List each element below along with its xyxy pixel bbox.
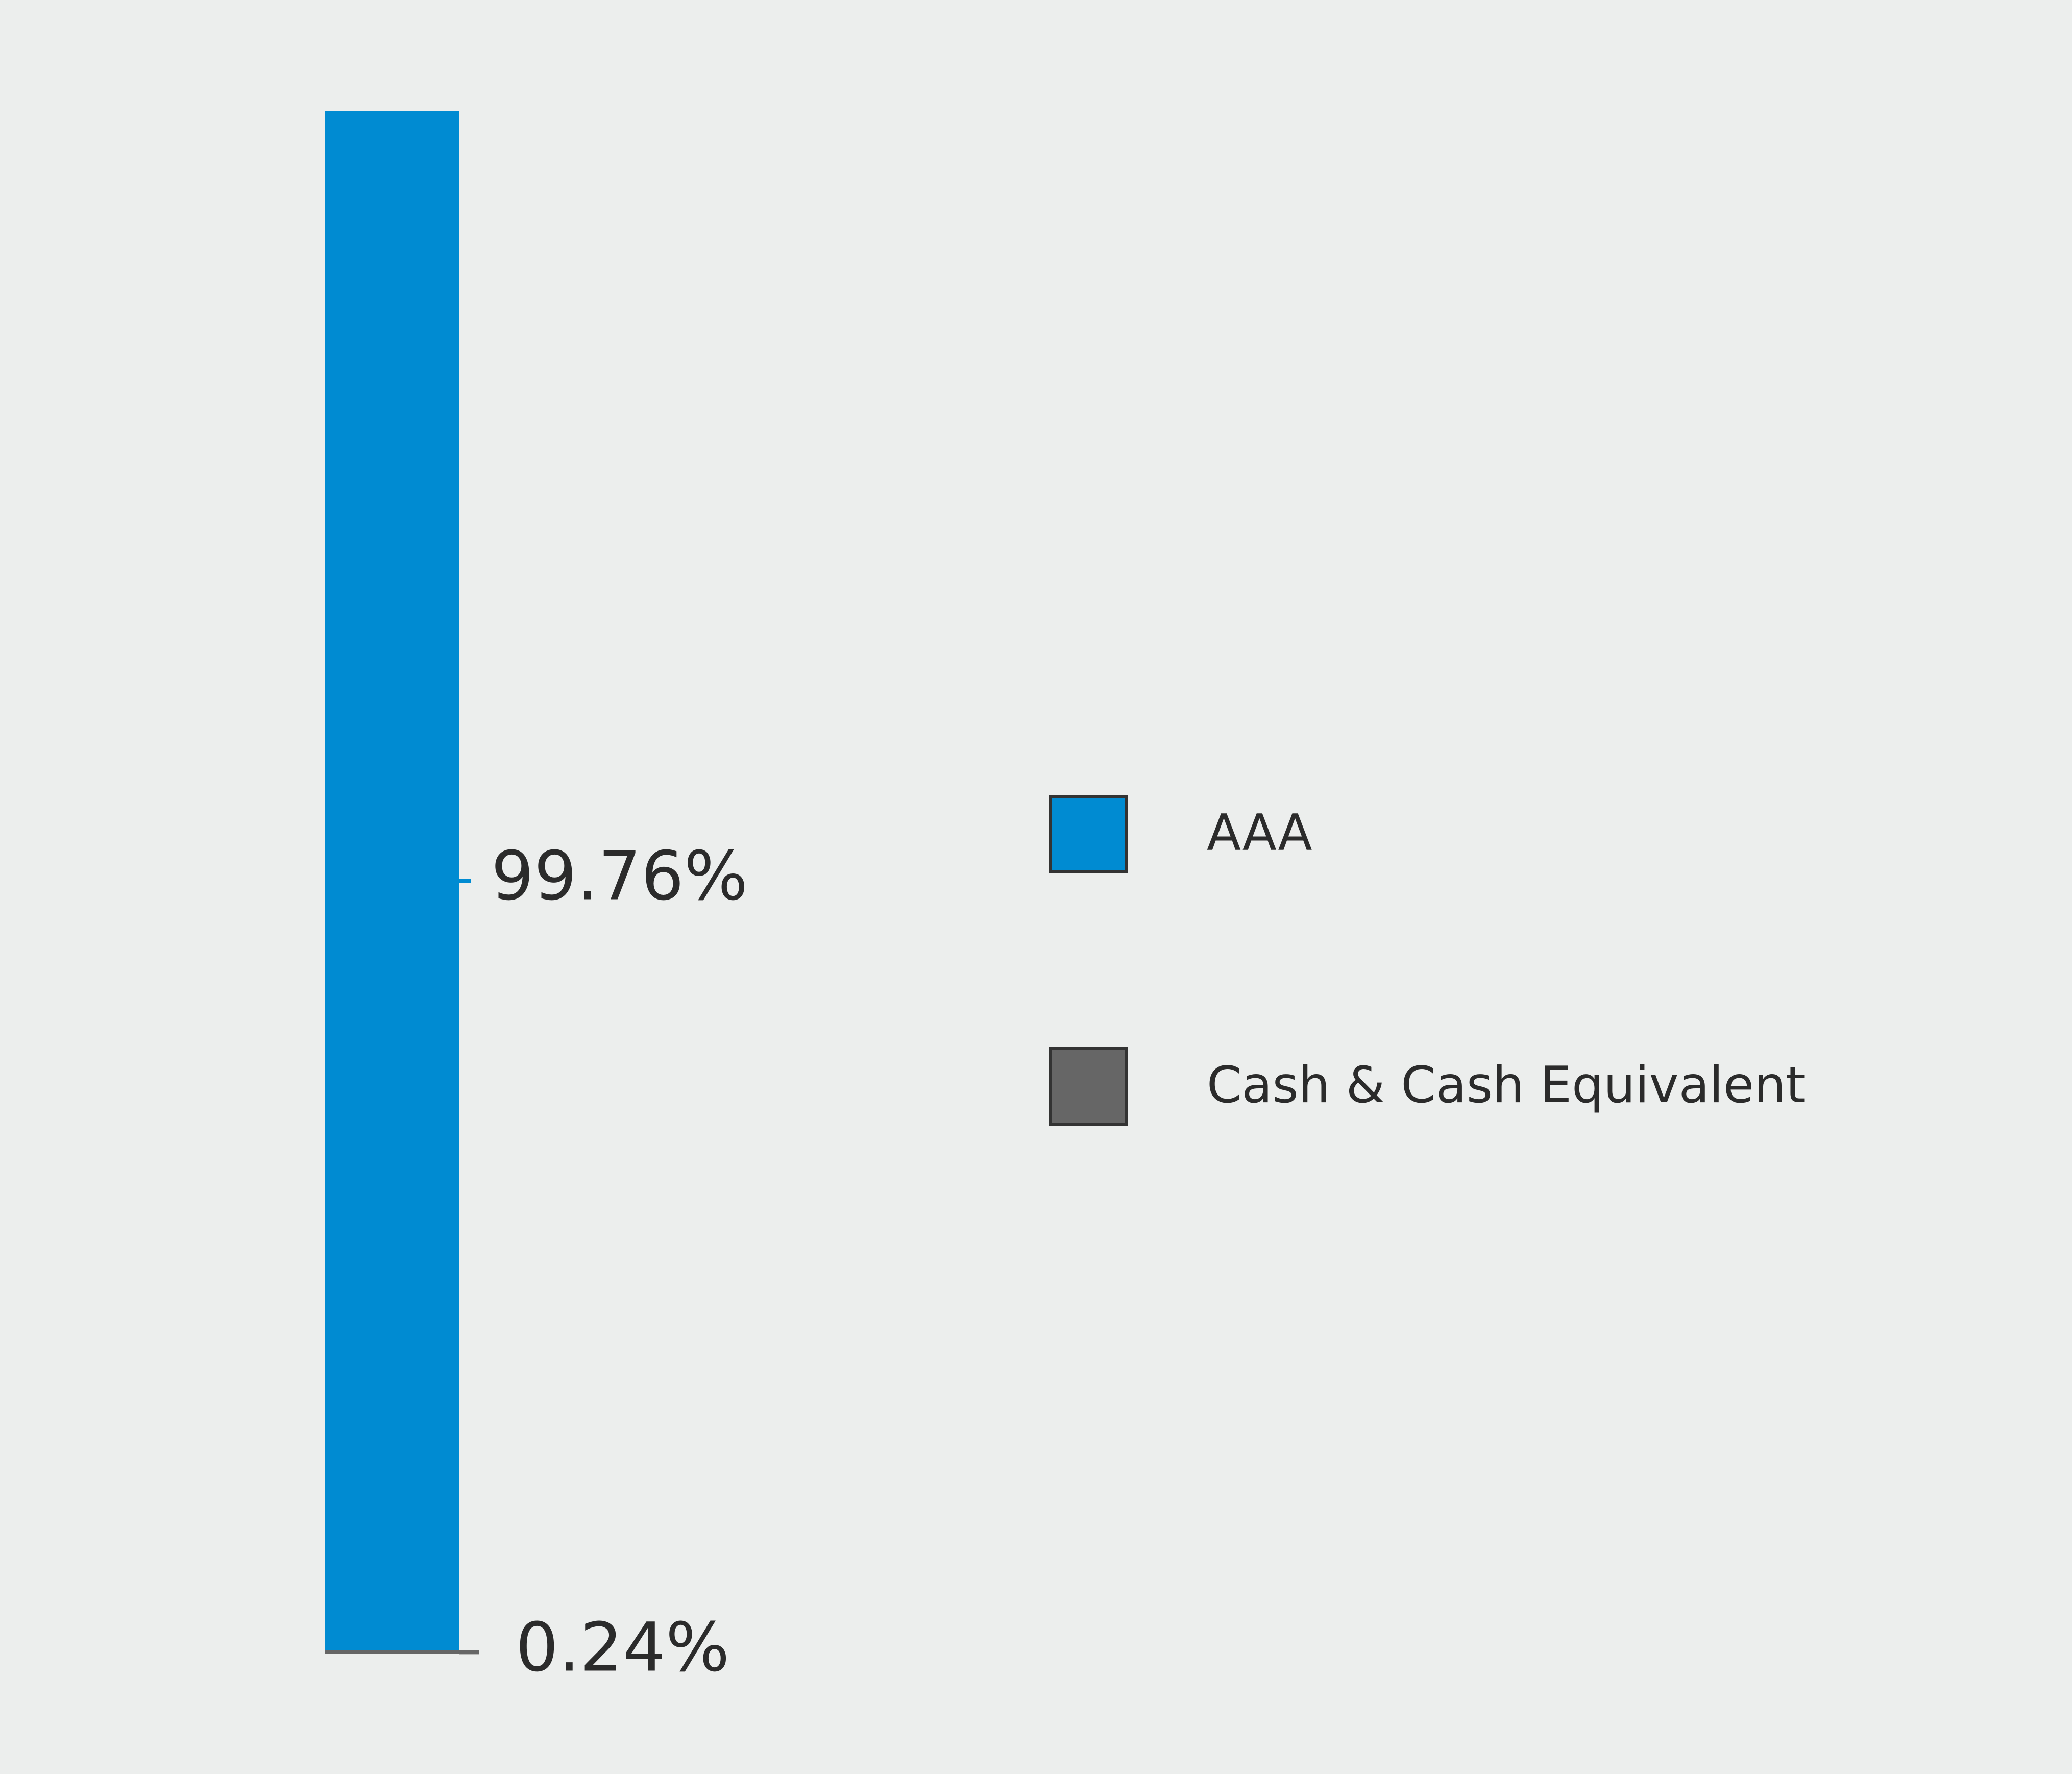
legend-label-cash-cash-equivalent: Cash & Cash Equivalent <box>1207 1056 1806 1114</box>
bar-segment-cash-cash-equivalent <box>325 1650 459 1654</box>
legend: AAA Cash & Cash Equivalent <box>1049 795 1806 1126</box>
legend-swatch-aaa <box>1049 795 1128 873</box>
legend-swatch-cash-cash-equivalent <box>1049 1047 1128 1126</box>
data-label-group: 0.24% 99.76% <box>459 837 748 1687</box>
bar-group <box>325 111 459 1654</box>
data-label-cash-cash-equivalent: 0.24% <box>516 1608 729 1687</box>
legend-label-aaa: AAA <box>1207 804 1312 862</box>
bar-segment-aaa <box>325 111 459 1650</box>
data-label-aaa: 99.76% <box>491 837 748 915</box>
